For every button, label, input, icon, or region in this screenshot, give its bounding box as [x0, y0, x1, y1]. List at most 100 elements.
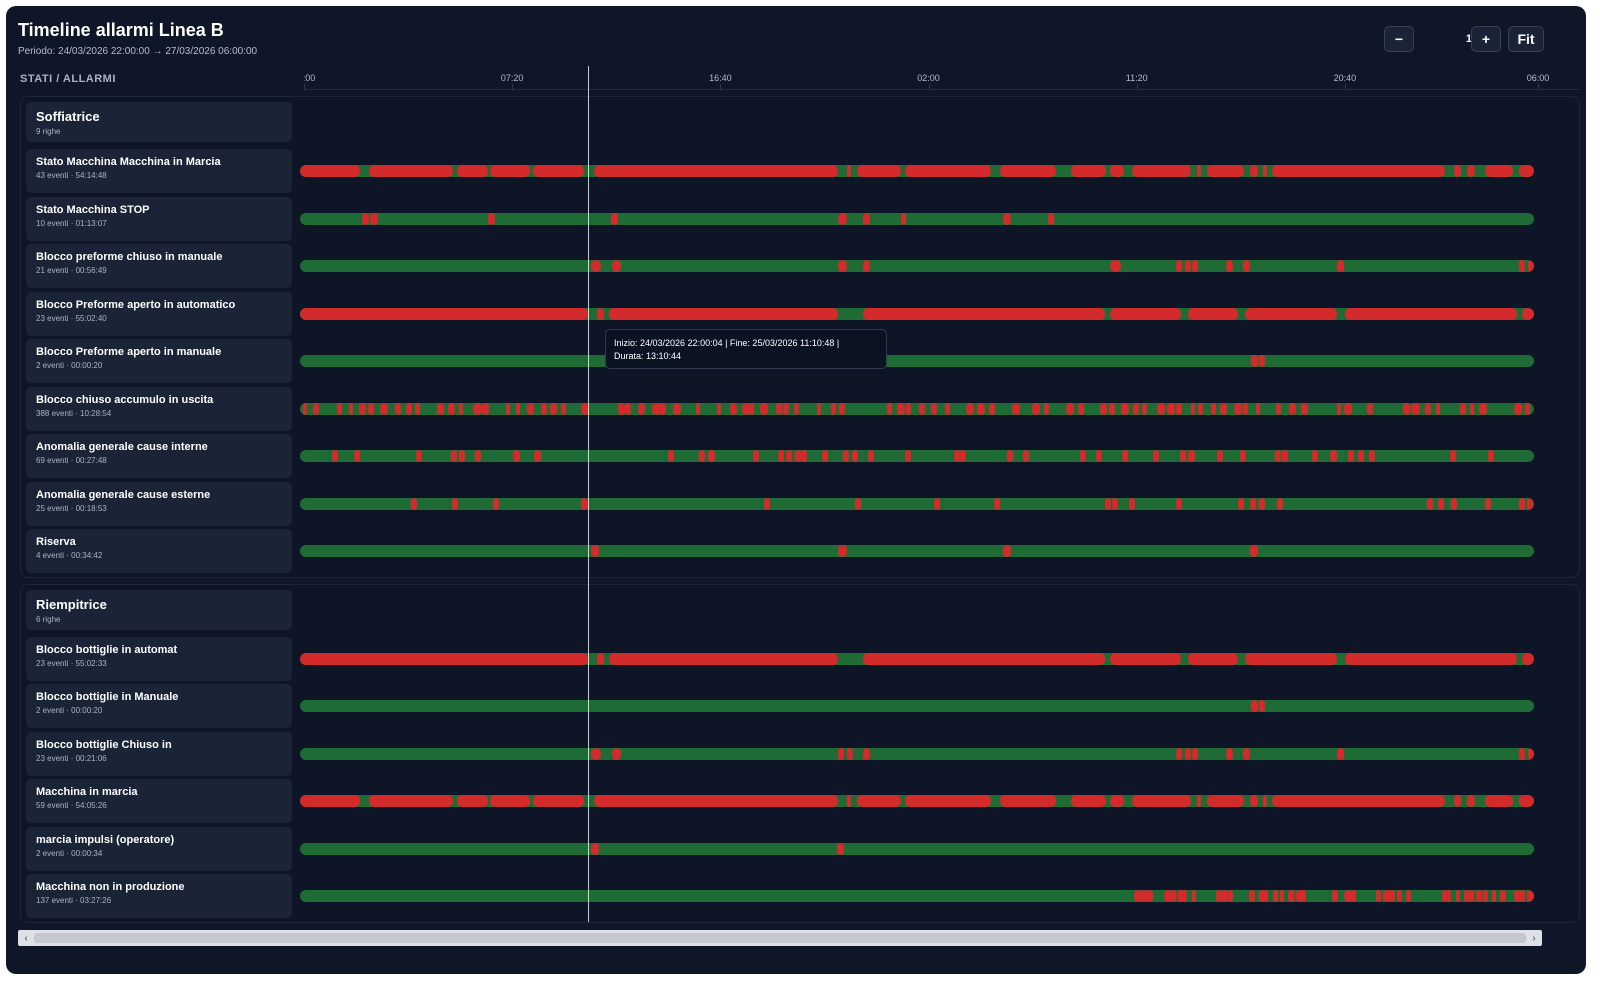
alarm-segment[interactable]: [1164, 890, 1172, 902]
alarm-segment[interactable]: [1216, 450, 1224, 462]
alarm-segment[interactable]: [1470, 402, 1475, 415]
alarm-segment[interactable]: [451, 497, 458, 510]
alarm-segment[interactable]: [846, 795, 851, 807]
alarm-segment[interactable]: [1450, 450, 1457, 462]
alarm-segment[interactable]: [867, 450, 874, 462]
alarm-segment[interactable]: [1527, 890, 1534, 902]
alarm-segment[interactable]: [896, 402, 905, 415]
alarm-segment[interactable]: [487, 212, 495, 225]
alarm-segment[interactable]: [1519, 165, 1534, 177]
alarm-segment[interactable]: [1007, 450, 1014, 462]
alarm-segment[interactable]: [1188, 307, 1238, 320]
alarm-segment[interactable]: [1258, 355, 1265, 367]
alarm-segment[interactable]: [1251, 355, 1258, 367]
alarm-segment[interactable]: [1455, 890, 1460, 902]
alarm-segment[interactable]: [1367, 402, 1373, 415]
alarm-segment[interactable]: [1047, 212, 1054, 225]
alarm-segment[interactable]: [369, 165, 453, 177]
alarm-segment[interactable]: [1250, 795, 1258, 807]
alarm-segment[interactable]: [1484, 165, 1513, 177]
alarm-segment[interactable]: [1184, 260, 1191, 272]
alarm-segment[interactable]: [786, 450, 793, 462]
alarm-segment[interactable]: [1388, 890, 1396, 902]
alarm-segment[interactable]: [1152, 450, 1159, 462]
alarm-segment[interactable]: [1405, 890, 1412, 902]
alarm-segment[interactable]: [1220, 402, 1228, 415]
alarm-segment[interactable]: [597, 307, 604, 320]
alarm-segment[interactable]: [1043, 402, 1050, 415]
alarm-segment[interactable]: [1276, 402, 1282, 415]
alarm-segment[interactable]: [300, 307, 588, 320]
alarm-segment[interactable]: [625, 402, 631, 415]
alarm-segment[interactable]: [415, 402, 421, 415]
alarm-segment[interactable]: [549, 402, 558, 415]
alarm-segment[interactable]: [459, 402, 464, 415]
alarm-segment[interactable]: [1242, 402, 1248, 415]
alarm-segment[interactable]: [1301, 890, 1307, 902]
alarm-segment[interactable]: [1519, 795, 1534, 807]
alarm-segment[interactable]: [1215, 890, 1222, 902]
row-label-card[interactable]: Blocco bottiglie in automat 23 eventi · 5…: [26, 636, 292, 681]
alarm-segment[interactable]: [1129, 497, 1136, 510]
alarm-segment[interactable]: [1109, 795, 1125, 807]
alarm-segment[interactable]: [760, 402, 768, 415]
alarm-segment[interactable]: [1331, 890, 1338, 902]
alarm-segment[interactable]: [1446, 890, 1452, 902]
alarm-segment[interactable]: [1514, 402, 1523, 415]
alarm-segment[interactable]: [1295, 890, 1304, 902]
timeline-lane[interactable]: [300, 212, 1534, 225]
alarm-segment[interactable]: [492, 497, 499, 510]
alarm-segment[interactable]: [1345, 652, 1517, 665]
alarm-segment[interactable]: [1206, 165, 1244, 177]
alarm-segment[interactable]: [904, 450, 911, 462]
alarm-segment[interactable]: [1003, 545, 1011, 557]
alarm-segment[interactable]: [456, 165, 488, 177]
alarm-segment[interactable]: [1426, 497, 1433, 510]
alarm-segment[interactable]: [1133, 402, 1139, 415]
alarm-segment[interactable]: [1514, 890, 1520, 902]
timeline-lane[interactable]: [300, 700, 1534, 712]
alarm-segment[interactable]: [560, 402, 566, 415]
alarm-segment[interactable]: [475, 450, 482, 462]
alarm-segment[interactable]: [993, 497, 1000, 510]
timeline-lane[interactable]: [300, 652, 1534, 665]
alarm-segment[interactable]: [1003, 212, 1011, 225]
row-label-card[interactable]: Stato Macchina Macchina in Marcia 43 even…: [26, 149, 292, 193]
alarm-segment[interactable]: [608, 307, 839, 320]
alarm-segment[interactable]: [1183, 890, 1188, 902]
alarm-segment[interactable]: [450, 450, 457, 462]
alarm-segment[interactable]: [1245, 307, 1337, 320]
alarm-segment[interactable]: [1250, 165, 1258, 177]
timeline-lane[interactable]: [300, 260, 1534, 272]
alarm-segment[interactable]: [1274, 450, 1282, 462]
alarm-segment[interactable]: [752, 450, 760, 462]
row-label-card[interactable]: Blocco preforme chiuso in manuale 21 even…: [26, 244, 292, 288]
alarm-segment[interactable]: [775, 402, 783, 415]
timeline-lane[interactable]: [300, 747, 1534, 760]
alarm-segment[interactable]: [369, 795, 453, 807]
alarm-segment[interactable]: [593, 795, 839, 807]
alarm-segment[interactable]: [1176, 497, 1183, 510]
alarm-segment[interactable]: [1262, 795, 1267, 807]
alarm-segment[interactable]: [1344, 402, 1352, 415]
alarm-segment[interactable]: [1277, 497, 1284, 510]
alarm-segment[interactable]: [855, 497, 862, 510]
alarm-segment[interactable]: [862, 652, 1105, 665]
scroll-right-icon[interactable]: ›: [1532, 932, 1536, 944]
alarm-segment[interactable]: [1071, 795, 1106, 807]
alarm-segment[interactable]: [1521, 307, 1534, 320]
alarm-segment[interactable]: [1197, 795, 1202, 807]
alarm-segment[interactable]: [473, 402, 482, 415]
alarm-segment[interactable]: [618, 402, 625, 415]
alarm-segment[interactable]: [659, 402, 666, 415]
alarm-segment[interactable]: [934, 497, 941, 510]
alarm-segment[interactable]: [1526, 497, 1533, 510]
alarm-segment[interactable]: [1357, 450, 1364, 462]
alarm-segment[interactable]: [1237, 497, 1244, 510]
alarm-segment[interactable]: [1519, 260, 1526, 272]
alarm-segment[interactable]: [1376, 890, 1382, 902]
timeline-lane[interactable]: [300, 402, 1534, 415]
alarm-segment[interactable]: [581, 402, 589, 415]
alarm-segment[interactable]: [851, 450, 858, 462]
alarm-segment[interactable]: [1282, 450, 1289, 462]
